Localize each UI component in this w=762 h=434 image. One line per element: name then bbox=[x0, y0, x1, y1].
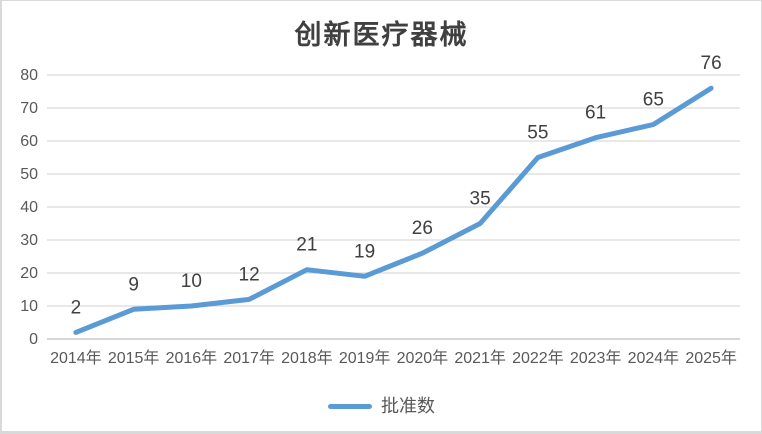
data-point-label: 35 bbox=[470, 189, 491, 210]
data-point-label: 26 bbox=[412, 218, 433, 239]
chart-legend: 批准数 bbox=[2, 393, 761, 419]
y-tick-label: 20 bbox=[20, 265, 38, 282]
series-line bbox=[73, 85, 714, 335]
data-point-label: 55 bbox=[527, 123, 548, 144]
x-tick-label: 2015年 bbox=[108, 349, 160, 367]
y-tick-label: 70 bbox=[20, 100, 38, 117]
y-tick-label: 40 bbox=[20, 199, 38, 216]
data-point-label: 9 bbox=[128, 274, 139, 295]
data-point-label: 61 bbox=[585, 103, 606, 124]
x-tick-label: 2024年 bbox=[628, 349, 680, 367]
x-tick-label: 2022年 bbox=[512, 349, 564, 367]
x-tick-label: 2017年 bbox=[223, 349, 275, 367]
x-tick-label: 2014年 bbox=[50, 349, 102, 367]
legend-line-swatch bbox=[328, 403, 372, 409]
data-point-label: 19 bbox=[354, 241, 375, 262]
x-tick-label: 2020年 bbox=[397, 349, 449, 367]
y-tick-label: 80 bbox=[20, 67, 38, 84]
chart-title: 创新医疗器械 bbox=[294, 20, 469, 50]
x-tick-label: 2023年 bbox=[570, 349, 622, 367]
data-point-label: 2 bbox=[71, 297, 82, 318]
y-tick-label: 60 bbox=[20, 133, 38, 150]
y-tick-label: 50 bbox=[20, 166, 38, 183]
y-tick-label: 30 bbox=[20, 232, 38, 249]
x-tick-label: 2019年 bbox=[339, 349, 391, 367]
y-tick-label: 10 bbox=[20, 298, 38, 315]
data-point-label: 12 bbox=[239, 264, 260, 285]
data-point-label: 65 bbox=[643, 90, 664, 111]
x-tick-label: 2016年 bbox=[166, 349, 218, 367]
data-point-label: 21 bbox=[296, 235, 317, 256]
x-tick-label: 2025年 bbox=[685, 349, 737, 367]
y-tick-label: 0 bbox=[29, 331, 38, 348]
x-tick-label: 2021年 bbox=[454, 349, 506, 367]
x-tick-label: 2018年 bbox=[281, 349, 333, 367]
legend-series-label: 批准数 bbox=[381, 396, 435, 416]
data-point-label: 10 bbox=[181, 271, 202, 292]
data-point-label: 76 bbox=[701, 53, 722, 74]
